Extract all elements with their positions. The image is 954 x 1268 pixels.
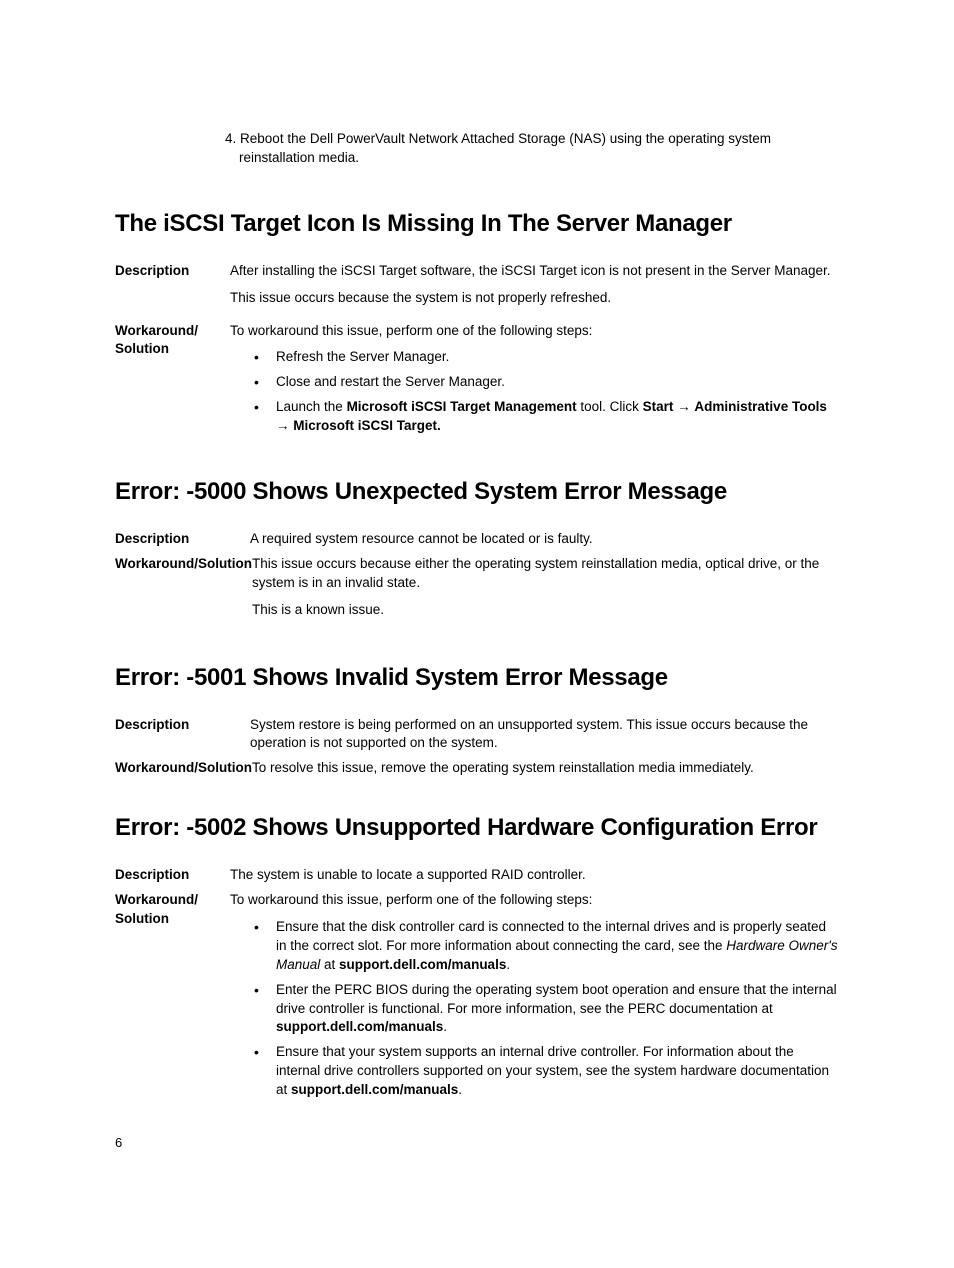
wa-p2: This is a known issue. bbox=[252, 601, 839, 620]
list-item: Ensure that the disk controller card is … bbox=[254, 918, 839, 975]
list-item: Enter the PERC BIOS during the operating… bbox=[254, 981, 839, 1038]
workaround-content: To resolve this issue, remove the operat… bbox=[252, 759, 839, 778]
section-3-body: Description System restore is being perf… bbox=[115, 716, 839, 779]
workaround-label: Workaround/ Solution bbox=[115, 891, 230, 1106]
desc-content: The system is unable to locate a support… bbox=[230, 866, 839, 885]
desc-label: Description bbox=[115, 262, 230, 316]
page-number: 6 bbox=[115, 1135, 122, 1150]
list-item: Close and restart the Server Manager. bbox=[254, 373, 839, 392]
step-text: Reboot the Dell PowerVault Network Attac… bbox=[239, 131, 771, 165]
list-item: Refresh the Server Manager. bbox=[254, 348, 839, 367]
desc-content: System restore is being performed on an … bbox=[250, 716, 839, 754]
section-1-body: Description After installing the iSCSI T… bbox=[115, 262, 839, 442]
list-item: Ensure that your system supports an inte… bbox=[254, 1043, 839, 1100]
desc-label: Description bbox=[115, 530, 250, 549]
heading-error-5002: Error: -5002 Shows Unsupported Hardware … bbox=[115, 814, 839, 842]
workaround-intro: To workaround this issue, perform one of… bbox=[230, 322, 839, 341]
workaround-row: Workaround/ Solution To workaround this … bbox=[115, 322, 839, 442]
workaround-row: Workaround/Solution This issue occurs be… bbox=[115, 555, 839, 628]
desc-p1: After installing the iSCSI Target softwa… bbox=[230, 262, 839, 281]
workaround-content: To workaround this issue, perform one of… bbox=[230, 891, 839, 1106]
desc-label: Description bbox=[115, 716, 250, 754]
section-4-body: Description The system is unable to loca… bbox=[115, 866, 839, 1106]
workaround-label: Workaround/Solution bbox=[115, 759, 252, 778]
desc-row: Description After installing the iSCSI T… bbox=[115, 262, 839, 316]
workaround-label: Workaround/Solution bbox=[115, 555, 252, 628]
workaround-row: Workaround/Solution To resolve this issu… bbox=[115, 759, 839, 778]
desc-content: After installing the iSCSI Target softwa… bbox=[230, 262, 839, 316]
heading-error-5000: Error: -5000 Shows Unexpected System Err… bbox=[115, 478, 839, 506]
workaround-content: This issue occurs because either the ope… bbox=[252, 555, 839, 628]
step-number: 4. bbox=[225, 131, 236, 146]
list-item: Launch the Microsoft iSCSI Target Manage… bbox=[254, 398, 839, 436]
workaround-label: Workaround/ Solution bbox=[115, 322, 230, 442]
wa-p1: This issue occurs because either the ope… bbox=[252, 555, 839, 593]
desc-content: A required system resource cannot be loc… bbox=[250, 530, 839, 549]
heading-error-5001: Error: -5001 Shows Invalid System Error … bbox=[115, 664, 839, 692]
workaround-bullets: Refresh the Server Manager. Close and re… bbox=[230, 348, 839, 436]
desc-row: Description System restore is being perf… bbox=[115, 716, 839, 754]
desc-row: Description The system is unable to loca… bbox=[115, 866, 839, 885]
workaround-content: To workaround this issue, perform one of… bbox=[230, 322, 839, 442]
ordered-step-4: 4. Reboot the Dell PowerVault Network At… bbox=[225, 130, 839, 168]
section-2-body: Description A required system resource c… bbox=[115, 530, 839, 628]
desc-p2: This issue occurs because the system is … bbox=[230, 289, 839, 308]
desc-label: Description bbox=[115, 866, 230, 885]
workaround-row: Workaround/ Solution To workaround this … bbox=[115, 891, 839, 1106]
desc-row: Description A required system resource c… bbox=[115, 530, 839, 549]
workaround-bullets: Ensure that the disk controller card is … bbox=[230, 918, 839, 1100]
heading-iscsi-missing: The iSCSI Target Icon Is Missing In The … bbox=[115, 210, 839, 238]
workaround-intro: To workaround this issue, perform one of… bbox=[230, 891, 839, 910]
